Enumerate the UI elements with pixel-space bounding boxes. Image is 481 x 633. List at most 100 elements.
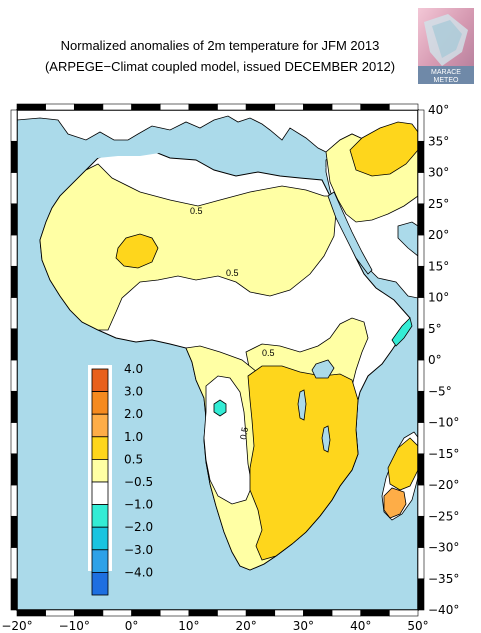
x-tick-label: 50° bbox=[407, 619, 428, 633]
border-segment bbox=[245, 103, 276, 111]
y-tick-label: −5° bbox=[428, 384, 452, 398]
border-segment bbox=[10, 109, 18, 142]
border-segment bbox=[10, 140, 18, 173]
border-segment bbox=[360, 103, 390, 111]
border-segment bbox=[45, 103, 75, 111]
colorbar-swatch bbox=[91, 572, 109, 596]
border-segment bbox=[417, 390, 425, 423]
colorbar-swatch bbox=[91, 549, 109, 573]
border-segment bbox=[245, 609, 276, 617]
border-segment bbox=[274, 103, 304, 111]
border-segment bbox=[217, 103, 247, 111]
border-segment bbox=[10, 578, 18, 611]
colorbar-label: −4.0 bbox=[124, 565, 153, 579]
border-segment bbox=[274, 609, 304, 617]
y-tick-label: −40° bbox=[428, 603, 459, 617]
border-segment bbox=[417, 234, 425, 267]
border-segment bbox=[360, 609, 390, 617]
colorbar-swatch bbox=[91, 436, 109, 460]
colorbar-label: −3.0 bbox=[124, 543, 153, 557]
border-segment bbox=[417, 453, 425, 486]
colorbar-legend: 4.0 3.0 2.0 1.0 0.5 −0.5 −1.0 −2.0 −3.0 −4.0 bbox=[88, 362, 153, 596]
colorbar-swatch bbox=[91, 413, 109, 438]
anomaly-region-somalia-cold bbox=[391, 317, 413, 347]
border-segment bbox=[10, 359, 18, 392]
border-segment bbox=[217, 609, 247, 617]
anomaly-region-madagascar-strong bbox=[387, 437, 418, 491]
border-segment bbox=[417, 578, 425, 611]
axis-ticks: −20° −10° 0° 10° 20° 30° 40° 50° 40° 35° 30° 25° 20°… bbox=[1, 103, 459, 633]
anomaly-region-angola-cold bbox=[213, 399, 227, 417]
y-tick-label: −25° bbox=[428, 509, 459, 523]
border-segment bbox=[417, 297, 425, 330]
y-tick-label: 10° bbox=[428, 291, 449, 305]
border-segment bbox=[10, 234, 18, 267]
border-segment bbox=[417, 359, 425, 392]
border-segment bbox=[131, 103, 161, 111]
border-segment bbox=[417, 172, 425, 205]
border-segment bbox=[417, 547, 425, 580]
colorbar-swatch bbox=[91, 368, 109, 393]
border-segment bbox=[389, 609, 419, 617]
border-segment bbox=[303, 609, 333, 617]
border-segment bbox=[10, 390, 18, 423]
border-segment bbox=[73, 609, 104, 617]
border-segment bbox=[10, 265, 18, 298]
anomaly-region-turkey-strong bbox=[349, 121, 418, 177]
x-tick-label: 30° bbox=[293, 619, 314, 633]
colorbar-label: 3.0 bbox=[124, 385, 143, 399]
x-tick-label: 10° bbox=[178, 619, 199, 633]
border-segment bbox=[10, 453, 18, 486]
logo-text-line2: METEO bbox=[434, 77, 459, 84]
y-tick-label: 15° bbox=[428, 259, 449, 273]
colorbar-label: −0.5 bbox=[124, 475, 153, 489]
colorbar-label: −1.0 bbox=[124, 498, 153, 512]
colorbar-label: −2.0 bbox=[124, 520, 153, 534]
border-segment bbox=[331, 103, 362, 111]
border-segment bbox=[10, 297, 18, 330]
contour-label: 0.5 bbox=[190, 206, 203, 216]
map-title: Normalized anomalies of 2m temperature f… bbox=[60, 38, 380, 53]
border-segment bbox=[303, 103, 333, 111]
persian-gulf bbox=[397, 221, 418, 257]
y-tick-label: 20° bbox=[428, 228, 449, 242]
colorbar-swatch bbox=[91, 391, 109, 415]
border-segment bbox=[10, 547, 18, 580]
logo-text-line1: MARACE bbox=[431, 69, 461, 76]
y-tick-label: 40° bbox=[428, 103, 449, 117]
anomaly-region-sahara bbox=[39, 163, 337, 331]
border-segment bbox=[102, 103, 132, 111]
x-tick-label: 0° bbox=[125, 619, 139, 633]
x-tick-label: −10° bbox=[59, 619, 90, 633]
colorbar-swatch bbox=[91, 504, 109, 528]
border-segment bbox=[16, 103, 46, 111]
border-segment bbox=[389, 103, 419, 111]
y-tick-label: −15° bbox=[428, 447, 459, 461]
colorbar-label: 4.0 bbox=[124, 362, 143, 376]
border-segment bbox=[16, 609, 46, 617]
lake-victoria bbox=[311, 359, 335, 379]
colorbar-swatch bbox=[91, 526, 109, 551]
x-tick-label: 40° bbox=[350, 619, 371, 633]
border-segment bbox=[417, 203, 425, 236]
border-segment bbox=[417, 265, 425, 298]
y-tick-label: −20° bbox=[428, 478, 459, 492]
y-tick-label: 0° bbox=[428, 353, 442, 367]
y-tick-label: 25° bbox=[428, 197, 449, 211]
border-segment bbox=[417, 328, 425, 361]
border-segment bbox=[188, 609, 218, 617]
red-sea bbox=[327, 191, 373, 275]
border-segment bbox=[10, 484, 18, 517]
border-segment bbox=[102, 609, 132, 617]
border-segment bbox=[417, 140, 425, 173]
maroc-meteo-logo: MARACE METEO bbox=[418, 8, 474, 84]
border-segment bbox=[417, 109, 425, 142]
lake-tanganyika bbox=[297, 389, 307, 421]
border-segment bbox=[10, 172, 18, 205]
y-tick-label: 35° bbox=[428, 134, 449, 148]
map-subtitle: (ARPEGE−Climat coupled model, issued DEC… bbox=[44, 59, 396, 74]
border-segment bbox=[159, 103, 190, 111]
y-tick-label: 5° bbox=[428, 322, 442, 336]
border-segment bbox=[10, 422, 18, 455]
